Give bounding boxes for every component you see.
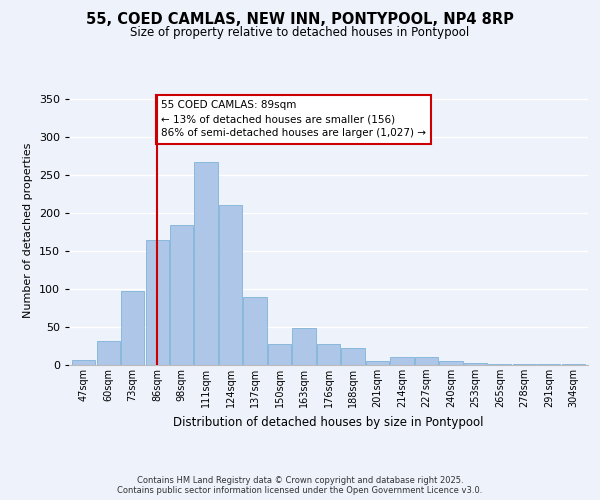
Bar [439, 361, 463, 365]
Bar [366, 361, 389, 365]
Bar [341, 348, 365, 365]
Bar [72, 360, 95, 365]
Bar [170, 225, 193, 365]
Text: 55, COED CAMLAS, NEW INN, PONTYPOOL, NP4 8RP: 55, COED CAMLAS, NEW INN, PONTYPOOL, NP4… [86, 12, 514, 28]
Bar [415, 358, 438, 365]
Bar [391, 358, 413, 365]
Bar [292, 328, 316, 365]
Bar [146, 240, 169, 365]
Bar [537, 364, 560, 365]
Text: Contains public sector information licensed under the Open Government Licence v3: Contains public sector information licen… [118, 486, 482, 495]
Text: Size of property relative to detached houses in Pontypool: Size of property relative to detached ho… [130, 26, 470, 39]
Text: Contains HM Land Registry data © Crown copyright and database right 2025.: Contains HM Land Registry data © Crown c… [137, 476, 463, 485]
Bar [562, 364, 585, 365]
Bar [194, 162, 218, 365]
Bar [121, 291, 144, 365]
X-axis label: Distribution of detached houses by size in Pontypool: Distribution of detached houses by size … [173, 416, 484, 428]
Bar [317, 344, 340, 365]
Bar [488, 364, 511, 365]
Bar [219, 206, 242, 365]
Bar [97, 340, 120, 365]
Bar [268, 344, 291, 365]
Bar [513, 364, 536, 365]
Bar [464, 364, 487, 365]
Text: 55 COED CAMLAS: 89sqm
← 13% of detached houses are smaller (156)
86% of semi-det: 55 COED CAMLAS: 89sqm ← 13% of detached … [161, 100, 426, 138]
Bar [244, 298, 266, 365]
Y-axis label: Number of detached properties: Number of detached properties [23, 142, 33, 318]
